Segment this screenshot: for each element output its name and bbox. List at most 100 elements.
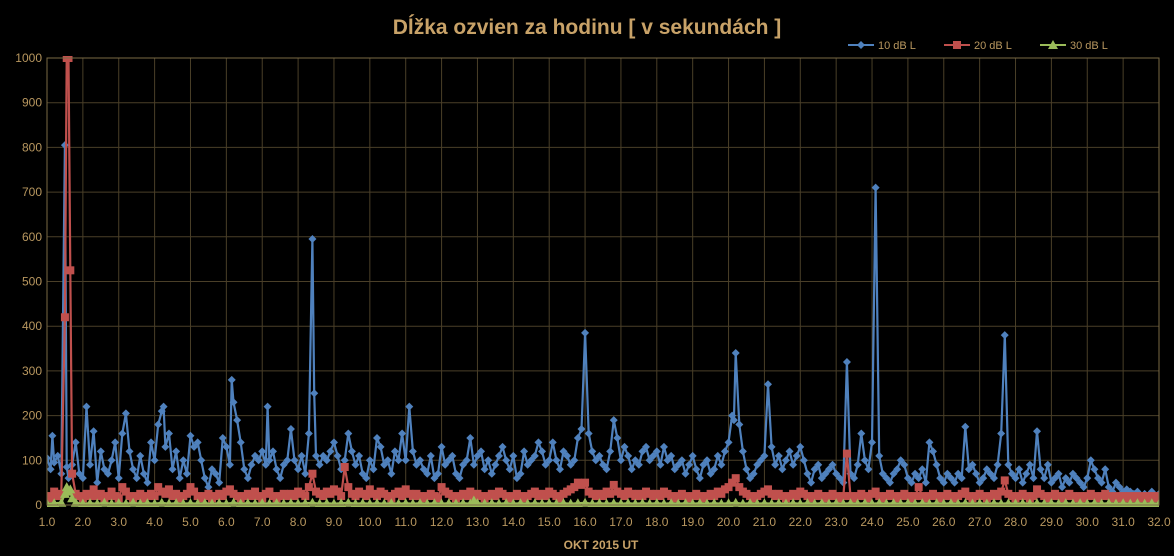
data-point [957, 474, 966, 483]
data-point [656, 492, 665, 501]
data-point [642, 442, 651, 451]
legend: 10 dB L 20 dB L 30 dB L [848, 40, 1108, 52]
data-point [896, 456, 905, 465]
legend-marker [1048, 40, 1058, 49]
data-point [286, 425, 295, 434]
y-tick-label: 100 [22, 453, 42, 467]
data-point [416, 456, 425, 465]
data-point [469, 460, 478, 469]
data-point [599, 460, 607, 469]
data-point [48, 431, 57, 440]
data-point [1097, 478, 1106, 487]
data-point [950, 478, 959, 487]
data-point [358, 469, 367, 478]
data-point [426, 451, 435, 460]
data-point [197, 456, 206, 465]
data-point [89, 485, 98, 494]
data-point [555, 494, 564, 503]
legend-label: 20 dB L [974, 40, 1012, 52]
data-point [638, 492, 647, 501]
data-point [911, 469, 920, 478]
data-point [620, 442, 629, 451]
data-point [111, 438, 120, 447]
data-point [835, 474, 844, 483]
data-point [337, 492, 346, 501]
y-tick-label: 500 [22, 275, 42, 289]
data-point [946, 474, 955, 483]
x-tick-label: 29.0 [1040, 515, 1064, 529]
data-point [1090, 465, 1099, 474]
data-point [290, 456, 299, 465]
data-point [785, 447, 794, 456]
data-point [204, 483, 213, 492]
data-point [602, 465, 611, 474]
data-point [1033, 485, 1042, 494]
x-tick-label: 13.0 [466, 515, 490, 529]
data-point [96, 447, 105, 456]
data-point [939, 478, 948, 487]
x-tick-label: 24.0 [860, 515, 884, 529]
data-point [824, 465, 833, 474]
data-point [731, 474, 740, 483]
data-point [47, 494, 55, 503]
data-point [900, 460, 909, 469]
data-point [365, 485, 374, 494]
data-point [842, 449, 851, 458]
data-point [437, 483, 446, 492]
data-point [268, 447, 277, 456]
data-point [677, 456, 686, 465]
data-point [609, 480, 618, 489]
data-point [455, 474, 464, 483]
y-tick-label: 700 [22, 185, 42, 199]
data-point [753, 460, 762, 469]
data-point [624, 451, 633, 460]
data-point [738, 447, 747, 456]
x-tick-label: 14.0 [502, 515, 526, 529]
data-point [78, 474, 87, 483]
data-point [362, 474, 371, 483]
data-point [68, 469, 77, 478]
data-point [494, 451, 503, 460]
data-point [1011, 474, 1020, 483]
data-point [437, 442, 446, 451]
data-point [86, 460, 95, 469]
data-point [175, 474, 184, 483]
data-point [136, 451, 145, 460]
data-point [530, 451, 539, 460]
data-point [914, 483, 923, 492]
data-point [1050, 474, 1059, 483]
x-tick-label: 20.0 [717, 515, 741, 529]
data-point [150, 492, 159, 501]
data-point [412, 460, 421, 469]
data-point [1004, 460, 1013, 469]
data-point [344, 429, 353, 438]
data-point [279, 460, 288, 469]
data-point [405, 402, 414, 411]
data-point [570, 456, 579, 465]
data-point [103, 492, 112, 501]
data-point [362, 492, 371, 501]
data-point [204, 489, 213, 498]
data-point [1047, 478, 1056, 487]
data-point [882, 474, 891, 483]
data-point [925, 438, 934, 447]
data-point [581, 478, 590, 487]
data-point [263, 402, 272, 411]
data-point [634, 460, 643, 469]
y-tick-label: 600 [22, 230, 42, 244]
data-point [720, 447, 729, 456]
data-point [627, 465, 636, 474]
data-point [616, 456, 625, 465]
data-point [921, 478, 930, 487]
y-axis-ticks: 0 100 200 300 400 500 600 700 800 900 1000 [15, 51, 42, 512]
data-point [523, 460, 532, 469]
data-point [1155, 492, 1159, 501]
data-point [168, 465, 177, 474]
data-point [778, 465, 787, 474]
data-point [498, 442, 507, 451]
data-point [631, 456, 640, 465]
data-point [103, 469, 112, 478]
data-point [868, 438, 877, 447]
data-point [1054, 469, 1063, 478]
x-tick-label: 4.0 [146, 515, 163, 529]
